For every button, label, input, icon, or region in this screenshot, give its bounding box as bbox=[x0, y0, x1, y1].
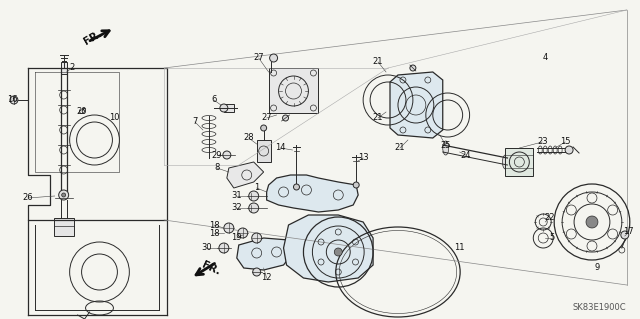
Circle shape bbox=[249, 203, 259, 213]
Ellipse shape bbox=[443, 141, 449, 155]
Circle shape bbox=[249, 191, 259, 201]
Text: ↺: ↺ bbox=[77, 107, 86, 117]
Text: 27: 27 bbox=[261, 114, 272, 122]
Text: 23: 23 bbox=[537, 137, 548, 146]
Circle shape bbox=[260, 125, 267, 131]
Text: 7: 7 bbox=[192, 117, 198, 127]
Text: 24: 24 bbox=[460, 151, 471, 160]
Circle shape bbox=[621, 231, 628, 239]
Circle shape bbox=[224, 223, 234, 233]
Polygon shape bbox=[227, 162, 264, 188]
Circle shape bbox=[565, 146, 573, 154]
Text: FR.: FR. bbox=[82, 29, 104, 47]
Polygon shape bbox=[390, 72, 443, 138]
Polygon shape bbox=[267, 175, 358, 212]
Text: 13: 13 bbox=[358, 153, 369, 162]
Text: 12: 12 bbox=[261, 273, 272, 283]
Text: 18: 18 bbox=[209, 228, 220, 238]
Ellipse shape bbox=[502, 155, 508, 169]
Text: 30: 30 bbox=[202, 243, 212, 253]
Circle shape bbox=[410, 65, 416, 71]
Circle shape bbox=[334, 248, 342, 256]
Text: 6: 6 bbox=[211, 95, 216, 105]
Polygon shape bbox=[284, 215, 373, 282]
Text: 21: 21 bbox=[373, 114, 383, 122]
Text: 25: 25 bbox=[440, 140, 451, 150]
Text: 2: 2 bbox=[69, 63, 74, 72]
Circle shape bbox=[586, 216, 598, 228]
Circle shape bbox=[223, 151, 231, 159]
Circle shape bbox=[353, 182, 359, 188]
Bar bbox=[224, 104, 234, 112]
Text: 14: 14 bbox=[275, 144, 286, 152]
Circle shape bbox=[282, 115, 289, 121]
Polygon shape bbox=[237, 238, 294, 270]
Text: 20: 20 bbox=[76, 108, 87, 116]
Text: SK83E1900C: SK83E1900C bbox=[572, 303, 626, 313]
Bar bbox=[61, 62, 67, 74]
Bar bbox=[54, 218, 74, 236]
Circle shape bbox=[220, 104, 228, 112]
Circle shape bbox=[252, 233, 262, 243]
Bar bbox=[269, 68, 318, 113]
Bar bbox=[506, 148, 533, 176]
Circle shape bbox=[294, 184, 300, 190]
Bar bbox=[257, 140, 271, 162]
Text: 15: 15 bbox=[560, 137, 570, 146]
Circle shape bbox=[269, 54, 278, 62]
Text: 21: 21 bbox=[373, 57, 383, 66]
Text: 26: 26 bbox=[22, 194, 33, 203]
Text: 10: 10 bbox=[109, 114, 120, 122]
Text: 32: 32 bbox=[232, 204, 242, 212]
Text: 19: 19 bbox=[232, 234, 242, 242]
Circle shape bbox=[61, 193, 66, 197]
Text: 29: 29 bbox=[212, 151, 222, 160]
Text: 28: 28 bbox=[243, 133, 254, 143]
Text: 21: 21 bbox=[395, 144, 405, 152]
Text: 17: 17 bbox=[623, 227, 634, 236]
Circle shape bbox=[238, 228, 248, 238]
Circle shape bbox=[253, 268, 260, 276]
Text: 1: 1 bbox=[254, 183, 259, 192]
Text: 16: 16 bbox=[6, 95, 17, 105]
Text: 4: 4 bbox=[543, 54, 548, 63]
Text: 22: 22 bbox=[544, 213, 554, 222]
Circle shape bbox=[59, 190, 68, 200]
Circle shape bbox=[10, 96, 18, 104]
Text: 8: 8 bbox=[214, 164, 220, 173]
Text: 9: 9 bbox=[595, 263, 600, 272]
Text: 27: 27 bbox=[253, 54, 264, 63]
Text: 11: 11 bbox=[454, 243, 465, 253]
Text: 5: 5 bbox=[550, 234, 555, 242]
Text: FR.: FR. bbox=[200, 259, 222, 277]
Text: 18: 18 bbox=[209, 220, 220, 229]
Circle shape bbox=[219, 243, 229, 253]
Text: 31: 31 bbox=[232, 191, 242, 201]
